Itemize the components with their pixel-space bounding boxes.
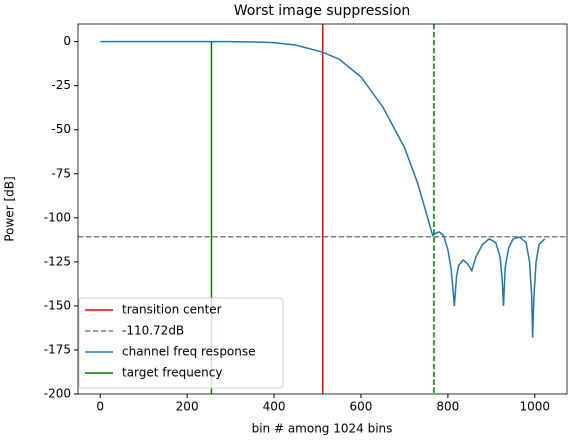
- legend-label: -110.72dB: [122, 324, 184, 338]
- y-tick-label: -175: [44, 342, 71, 356]
- y-tick-label: -200: [44, 387, 71, 401]
- legend-label: target frequency: [122, 366, 223, 380]
- y-tick-label: -150: [44, 298, 71, 312]
- x-tick-label: 200: [176, 400, 199, 414]
- x-tick-label: 0: [96, 400, 104, 414]
- x-tick-label: 800: [436, 400, 459, 414]
- legend-box: [78, 297, 284, 389]
- response-line: [100, 40, 546, 338]
- x-tick-label: 400: [263, 400, 286, 414]
- y-tick-label: -75: [51, 166, 71, 180]
- x-axis-label: bin # among 1024 bins: [252, 422, 393, 436]
- y-tick-label: -50: [51, 122, 71, 136]
- y-tick-label: -125: [44, 254, 71, 268]
- y-tick-label: -100: [44, 210, 71, 224]
- x-tick-label: 1000: [520, 400, 551, 414]
- legend-label: transition center: [122, 303, 222, 317]
- chart-title: Worst image suppression: [234, 3, 411, 19]
- x-tick-label: 600: [350, 400, 373, 414]
- y-tick-label: 0: [63, 34, 71, 48]
- y-tick-label: -25: [51, 78, 71, 92]
- legend-label: channel freq response: [122, 345, 256, 359]
- y-axis-label: Power [dB]: [3, 176, 17, 241]
- plot-frame: [77, 23, 568, 395]
